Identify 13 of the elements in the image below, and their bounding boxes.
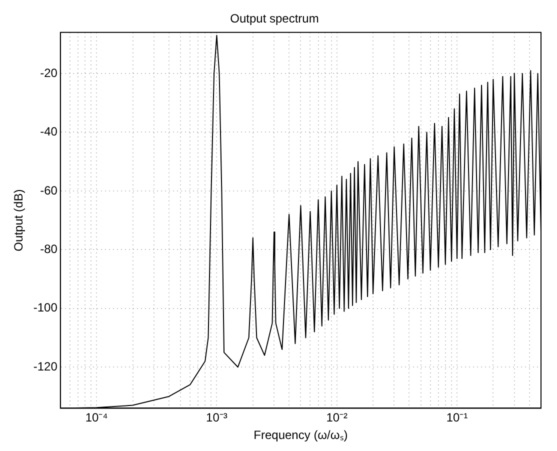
y-tick-label: -80 [40, 242, 58, 256]
x-tick-label: 10⁻³ [206, 410, 228, 425]
x-tick-label: 10⁻² [326, 410, 348, 425]
x-tick-label: 10⁻¹ [446, 410, 468, 425]
y-tick-label: -100 [33, 300, 58, 315]
x-axis-title: Frequency (ω/ωₛ) [254, 428, 348, 442]
x-tick-label: 10⁻⁴ [85, 410, 108, 425]
chart-title: Output spectrum [230, 12, 319, 26]
y-tick-label: -20 [40, 66, 58, 80]
y-tick-label: -60 [40, 183, 58, 198]
y-tick-label: -40 [40, 124, 58, 139]
y-tick-label: -120 [33, 359, 58, 374]
y-axis-title: Output (dB) [12, 189, 26, 252]
